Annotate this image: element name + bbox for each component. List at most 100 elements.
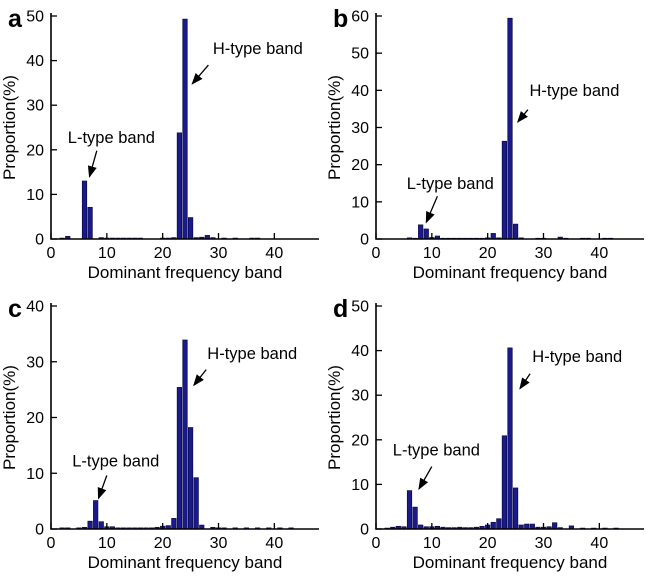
x-tick-label: 30 — [535, 245, 553, 262]
annotation-arrow — [191, 64, 209, 85]
y-tick-label: 30 — [26, 98, 44, 115]
x-tick-label: 0 — [372, 245, 381, 262]
y-tick-label: 10 — [351, 194, 369, 211]
bar — [188, 427, 194, 530]
y-axis-label: Proportion(%) — [325, 75, 344, 180]
y-tick-label: 60 — [351, 9, 369, 26]
bar — [501, 435, 507, 530]
x-tick-label: 10 — [98, 245, 116, 262]
y-tick-label: 50 — [351, 46, 369, 63]
annotation-arrow — [418, 466, 433, 491]
x-tick-label: 30 — [210, 535, 228, 552]
x-tick-label: 0 — [47, 535, 56, 552]
bar — [412, 506, 418, 530]
panel-d: 0 10 20 30 40 50 0 10 20 30 40 Dominant frequency b… — [325, 290, 650, 580]
annotation-arrow — [87, 150, 98, 178]
x-axis-label: Dominant frequency band — [88, 263, 283, 282]
panel-c: 0 10 20 30 40 0 10 20 30 40 Dominant frequency ban… — [0, 290, 325, 580]
x-axis-label: Dominant frequency band — [413, 263, 608, 282]
x-tick-label: 40 — [590, 535, 608, 552]
panel-letter: c — [8, 295, 22, 323]
annotation-arrow — [516, 109, 529, 123]
bar — [513, 487, 519, 530]
x-axis-label: Dominant frequency band — [413, 553, 608, 572]
annotation-arrow — [193, 369, 207, 387]
bar — [501, 140, 507, 240]
y-tick-label: 10 — [351, 477, 369, 494]
panel-letter: b — [333, 5, 348, 33]
x-tick-label: 40 — [590, 245, 608, 262]
annotation-arrow — [97, 475, 108, 500]
bar — [81, 180, 88, 240]
annotation-arrow — [425, 196, 438, 224]
bar — [188, 217, 194, 240]
x-tick-label: 40 — [265, 535, 283, 552]
y-tick-label: 30 — [351, 120, 369, 137]
bar — [193, 477, 199, 530]
bar — [87, 206, 93, 240]
annotation-label: L-type band — [68, 129, 155, 147]
y-tick-label: 20 — [351, 432, 369, 449]
annotation-label: H-type band — [213, 40, 303, 58]
bar — [552, 522, 558, 530]
annotation-arrow — [519, 373, 531, 390]
y-tick-label: 20 — [351, 157, 369, 174]
y-tick-label: 40 — [26, 299, 44, 316]
x-tick-label: 0 — [372, 535, 381, 552]
y-tick-label: 30 — [26, 354, 44, 371]
x-tick-label: 10 — [98, 535, 116, 552]
y-tick-label: 0 — [35, 232, 44, 249]
bar — [182, 18, 188, 240]
y-tick-label: 50 — [26, 9, 44, 26]
x-tick-label: 10 — [423, 535, 441, 552]
bar — [490, 233, 496, 240]
y-tick-label: 0 — [360, 232, 369, 249]
x-tick-label: 30 — [210, 245, 228, 262]
panel-b: 0 10 20 30 40 50 60 0 10 20 30 40 Dominant frequency… — [325, 0, 650, 290]
bar — [507, 347, 513, 530]
bar — [496, 518, 502, 530]
bar — [490, 521, 496, 530]
annotation-label: L-type band — [393, 441, 480, 459]
panel-letter: a — [8, 5, 23, 33]
annotation-label: H-type band — [207, 345, 297, 363]
bar — [93, 500, 99, 530]
x-tick-label: 20 — [154, 535, 172, 552]
y-tick-label: 0 — [360, 522, 369, 539]
y-tick-label: 20 — [26, 410, 44, 427]
bar — [513, 223, 519, 240]
bar — [418, 224, 424, 240]
y-tick-label: 30 — [351, 388, 369, 405]
x-tick-label: 20 — [479, 245, 497, 262]
x-tick-label: 0 — [47, 245, 56, 262]
bar — [87, 520, 93, 530]
bar — [406, 490, 413, 530]
bar — [171, 518, 177, 530]
y-axis-label: Proportion(%) — [0, 75, 19, 180]
bar — [98, 521, 104, 530]
x-tick-label: 20 — [154, 245, 172, 262]
bar — [176, 132, 182, 240]
panel-letter: d — [333, 295, 348, 323]
x-axis-label: Dominant frequency band — [88, 553, 283, 572]
annotation-label: H-type band — [532, 348, 622, 366]
bar — [507, 17, 513, 240]
y-tick-label: 10 — [26, 466, 44, 483]
y-tick-label: 0 — [35, 522, 44, 539]
panel-a: 0 10 20 30 40 50 0 10 20 30 40 Dominant frequency b… — [0, 0, 325, 290]
x-tick-label: 30 — [535, 535, 553, 552]
y-tick-label: 40 — [351, 343, 369, 360]
y-tick-label: 50 — [351, 299, 369, 316]
y-tick-label: 40 — [351, 83, 369, 100]
annotation-label: L-type band — [407, 175, 494, 193]
bar — [182, 339, 188, 530]
bar — [423, 228, 429, 240]
y-tick-label: 20 — [26, 142, 44, 159]
annotation-label: L-type band — [72, 453, 159, 471]
bar — [176, 387, 182, 530]
x-tick-label: 10 — [423, 245, 441, 262]
